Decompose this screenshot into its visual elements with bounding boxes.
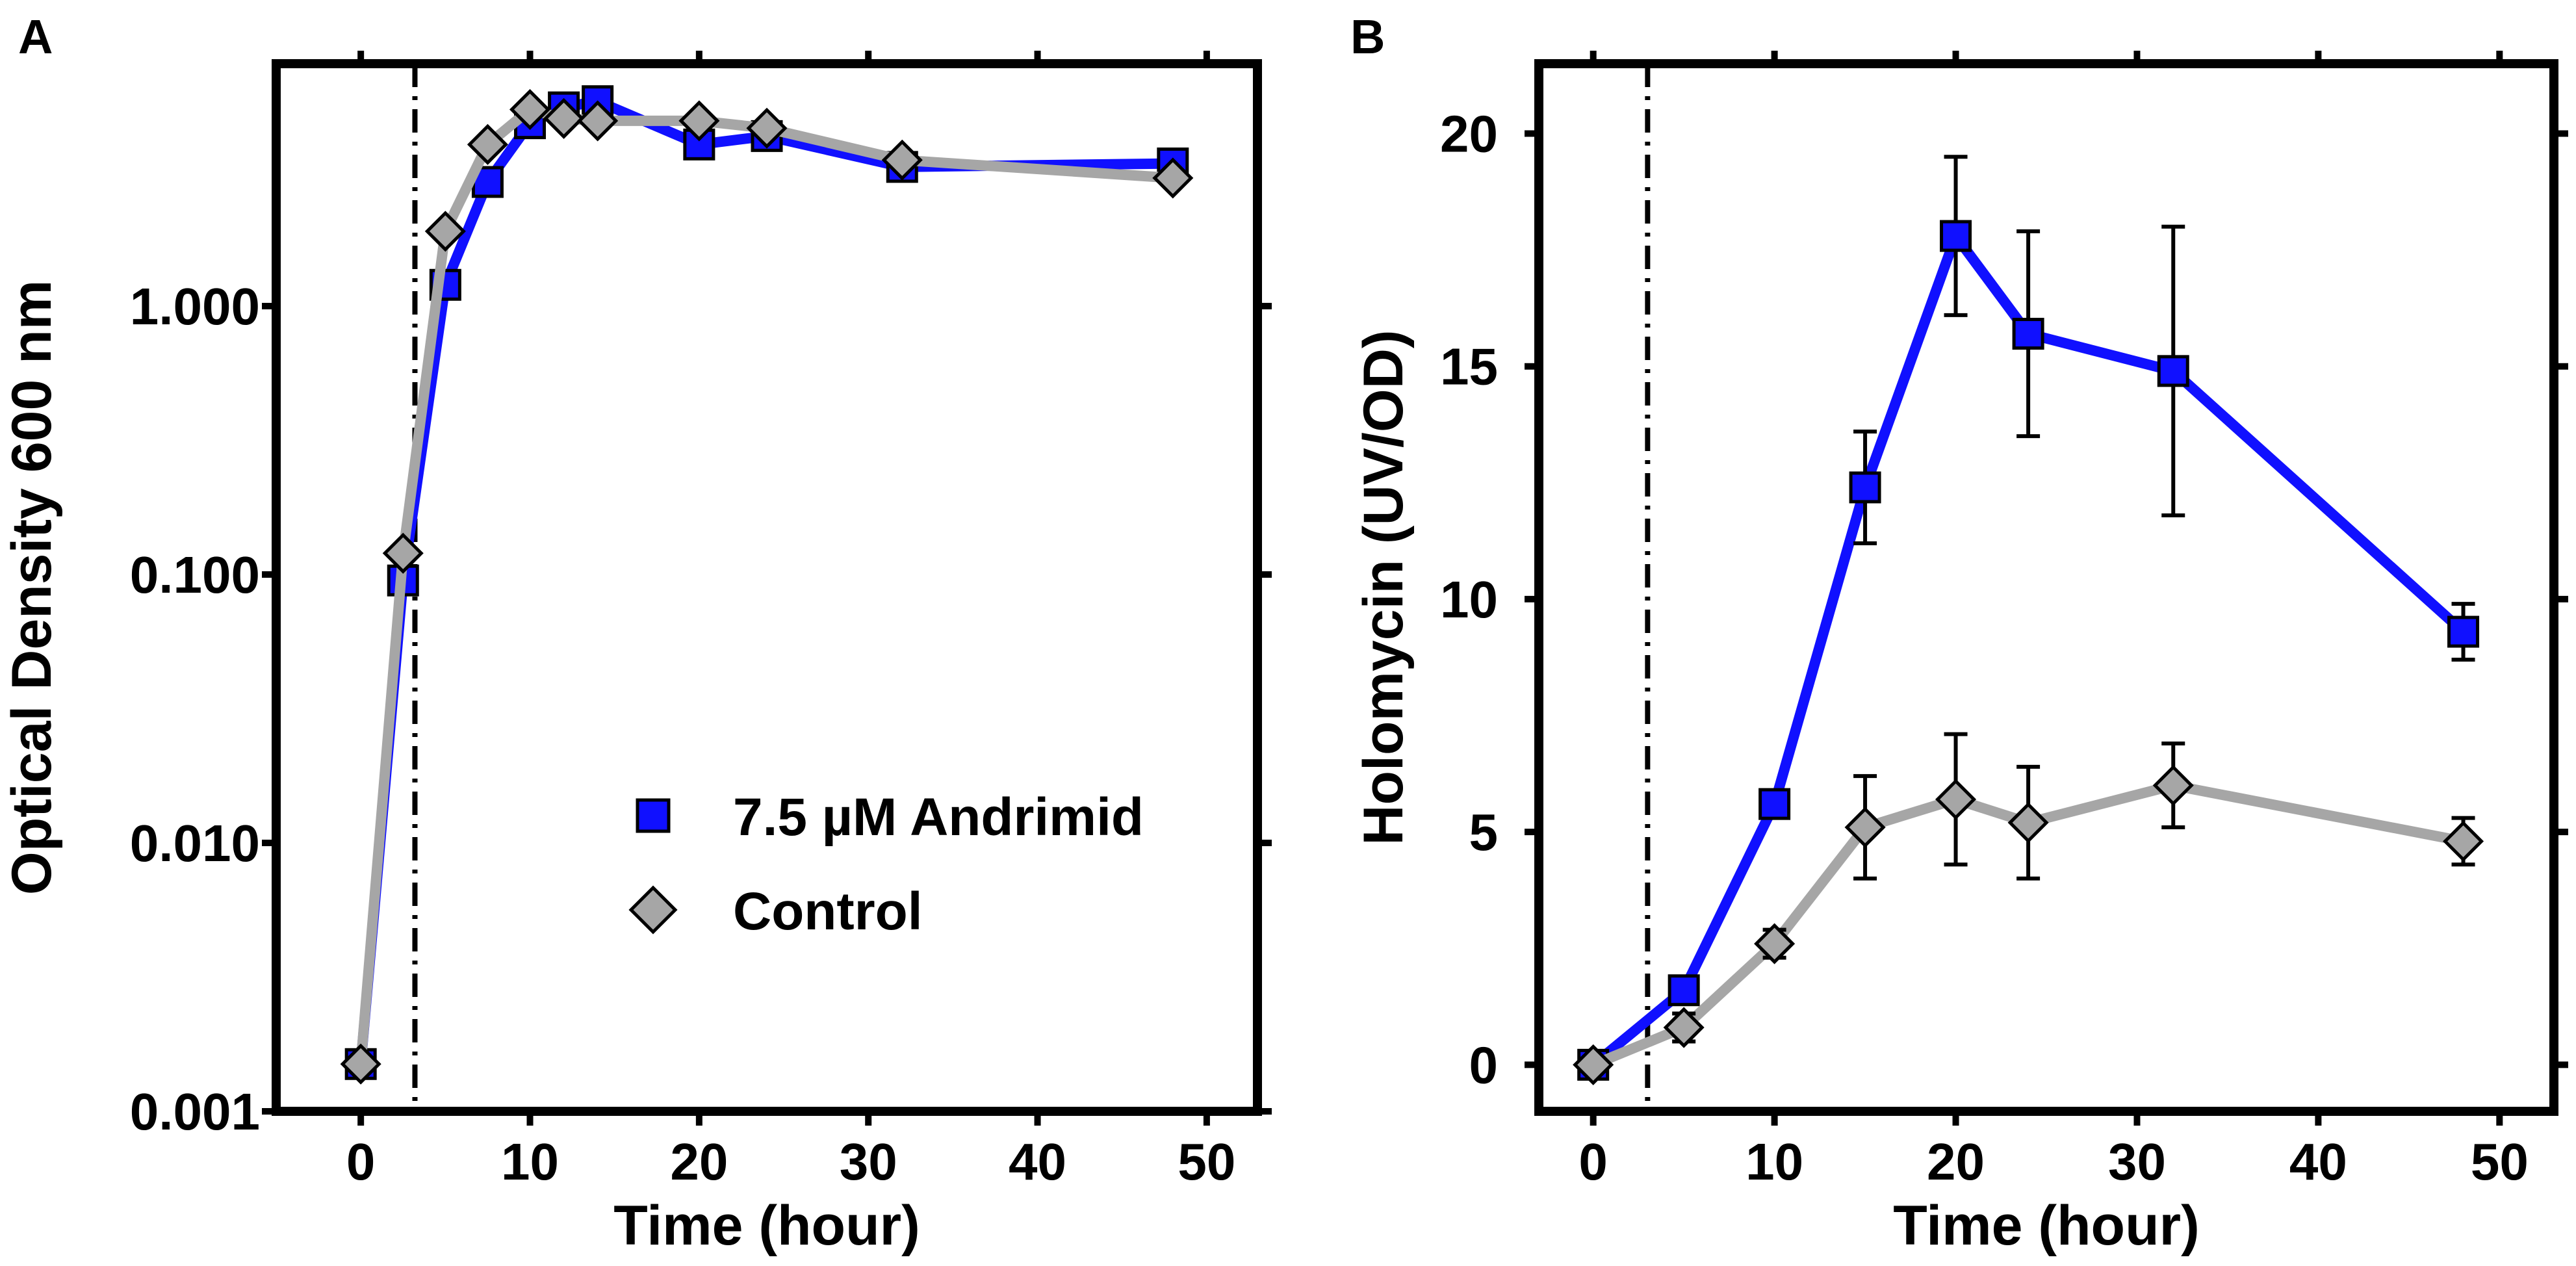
data-point-control bbox=[340, 1043, 381, 1085]
y-tick-label: 0.100 bbox=[130, 546, 260, 604]
panel-a: A 0 10 20 30 40 50 0.001 0.010 0.100 1.000 Time (ho… bbox=[1, 10, 1272, 1257]
y-tick-label: 5 bbox=[1469, 803, 1499, 861]
data-point-control bbox=[1754, 923, 1796, 964]
data-point-control bbox=[678, 100, 720, 142]
plot-frame bbox=[272, 59, 1262, 1116]
data-point-control bbox=[1844, 807, 1886, 848]
data-point-control bbox=[1573, 1044, 1614, 1085]
y-axis-title: Holomycin (UV/OD) bbox=[1352, 329, 1415, 845]
data-point-control bbox=[2152, 764, 2194, 807]
x-tick-label: 20 bbox=[670, 1133, 728, 1191]
data-point-control bbox=[746, 107, 788, 149]
x-tick-label: 10 bbox=[501, 1133, 559, 1191]
panel-label: A bbox=[18, 10, 53, 64]
data-point-andrimid bbox=[2012, 318, 2044, 350]
data-point-control bbox=[1663, 1007, 1705, 1048]
x-tick-label: 50 bbox=[2471, 1133, 2529, 1191]
y-axis-title: Optical Density 600 nm bbox=[1, 280, 63, 895]
data-point-control bbox=[509, 88, 551, 131]
y-tick-label: 0.001 bbox=[130, 1083, 260, 1141]
y-tick-label: 20 bbox=[1440, 105, 1498, 162]
data-point-control bbox=[1935, 779, 1977, 820]
data-point-andrimid bbox=[2447, 615, 2480, 648]
data-point-control bbox=[2007, 802, 2049, 844]
x-tick-label: 0 bbox=[1578, 1133, 1608, 1191]
x-tick-label: 0 bbox=[346, 1133, 376, 1191]
y-tick-label: 10 bbox=[1440, 571, 1498, 628]
y-tick-label: 0.010 bbox=[130, 814, 260, 872]
data-point-control bbox=[881, 139, 923, 181]
data-point-control bbox=[2443, 820, 2484, 862]
x-tick-label: 30 bbox=[2108, 1133, 2166, 1191]
data-point-control bbox=[424, 211, 466, 252]
legend-marker-control bbox=[628, 885, 678, 935]
data-point-andrimid bbox=[1668, 974, 1700, 1007]
legend-marker-andrimid bbox=[636, 798, 671, 833]
series-line-control bbox=[1591, 780, 2465, 1070]
legend-label-control: Control bbox=[733, 882, 922, 941]
x-tick-label: 50 bbox=[1178, 1133, 1235, 1191]
x-axis-title: Time (hour) bbox=[613, 1195, 920, 1257]
data-point-andrimid bbox=[683, 128, 715, 161]
data-point-andrimid bbox=[1849, 471, 1881, 504]
y-tick-label: 15 bbox=[1440, 338, 1498, 396]
y-tick-label: 1.000 bbox=[130, 278, 260, 335]
x-tick-label: 40 bbox=[1009, 1133, 1066, 1191]
data-point-andrimid bbox=[1940, 220, 1972, 252]
plot-frame bbox=[1534, 59, 2558, 1116]
legend-label-andrimid: 7.5 µM Andrimid bbox=[733, 788, 1144, 847]
data-point-control bbox=[1152, 157, 1194, 199]
y-tick-label: 0 bbox=[1469, 1036, 1499, 1094]
x-tick-label: 20 bbox=[1927, 1133, 1985, 1191]
series-line-andrimid bbox=[1590, 231, 2467, 1069]
data-point-control bbox=[467, 123, 508, 165]
x-tick-label: 30 bbox=[840, 1133, 897, 1191]
x-tick-label: 40 bbox=[2289, 1133, 2347, 1191]
data-point-control bbox=[577, 100, 619, 142]
data-point-andrimid bbox=[1758, 788, 1791, 820]
panel-label: B bbox=[1350, 10, 1385, 64]
data-point-andrimid bbox=[2157, 355, 2189, 387]
data-point-control bbox=[543, 97, 585, 139]
data-point-control bbox=[382, 532, 424, 574]
x-axis-title: Time (hour) bbox=[1893, 1195, 2199, 1257]
x-tick-label: 10 bbox=[1745, 1133, 1803, 1191]
